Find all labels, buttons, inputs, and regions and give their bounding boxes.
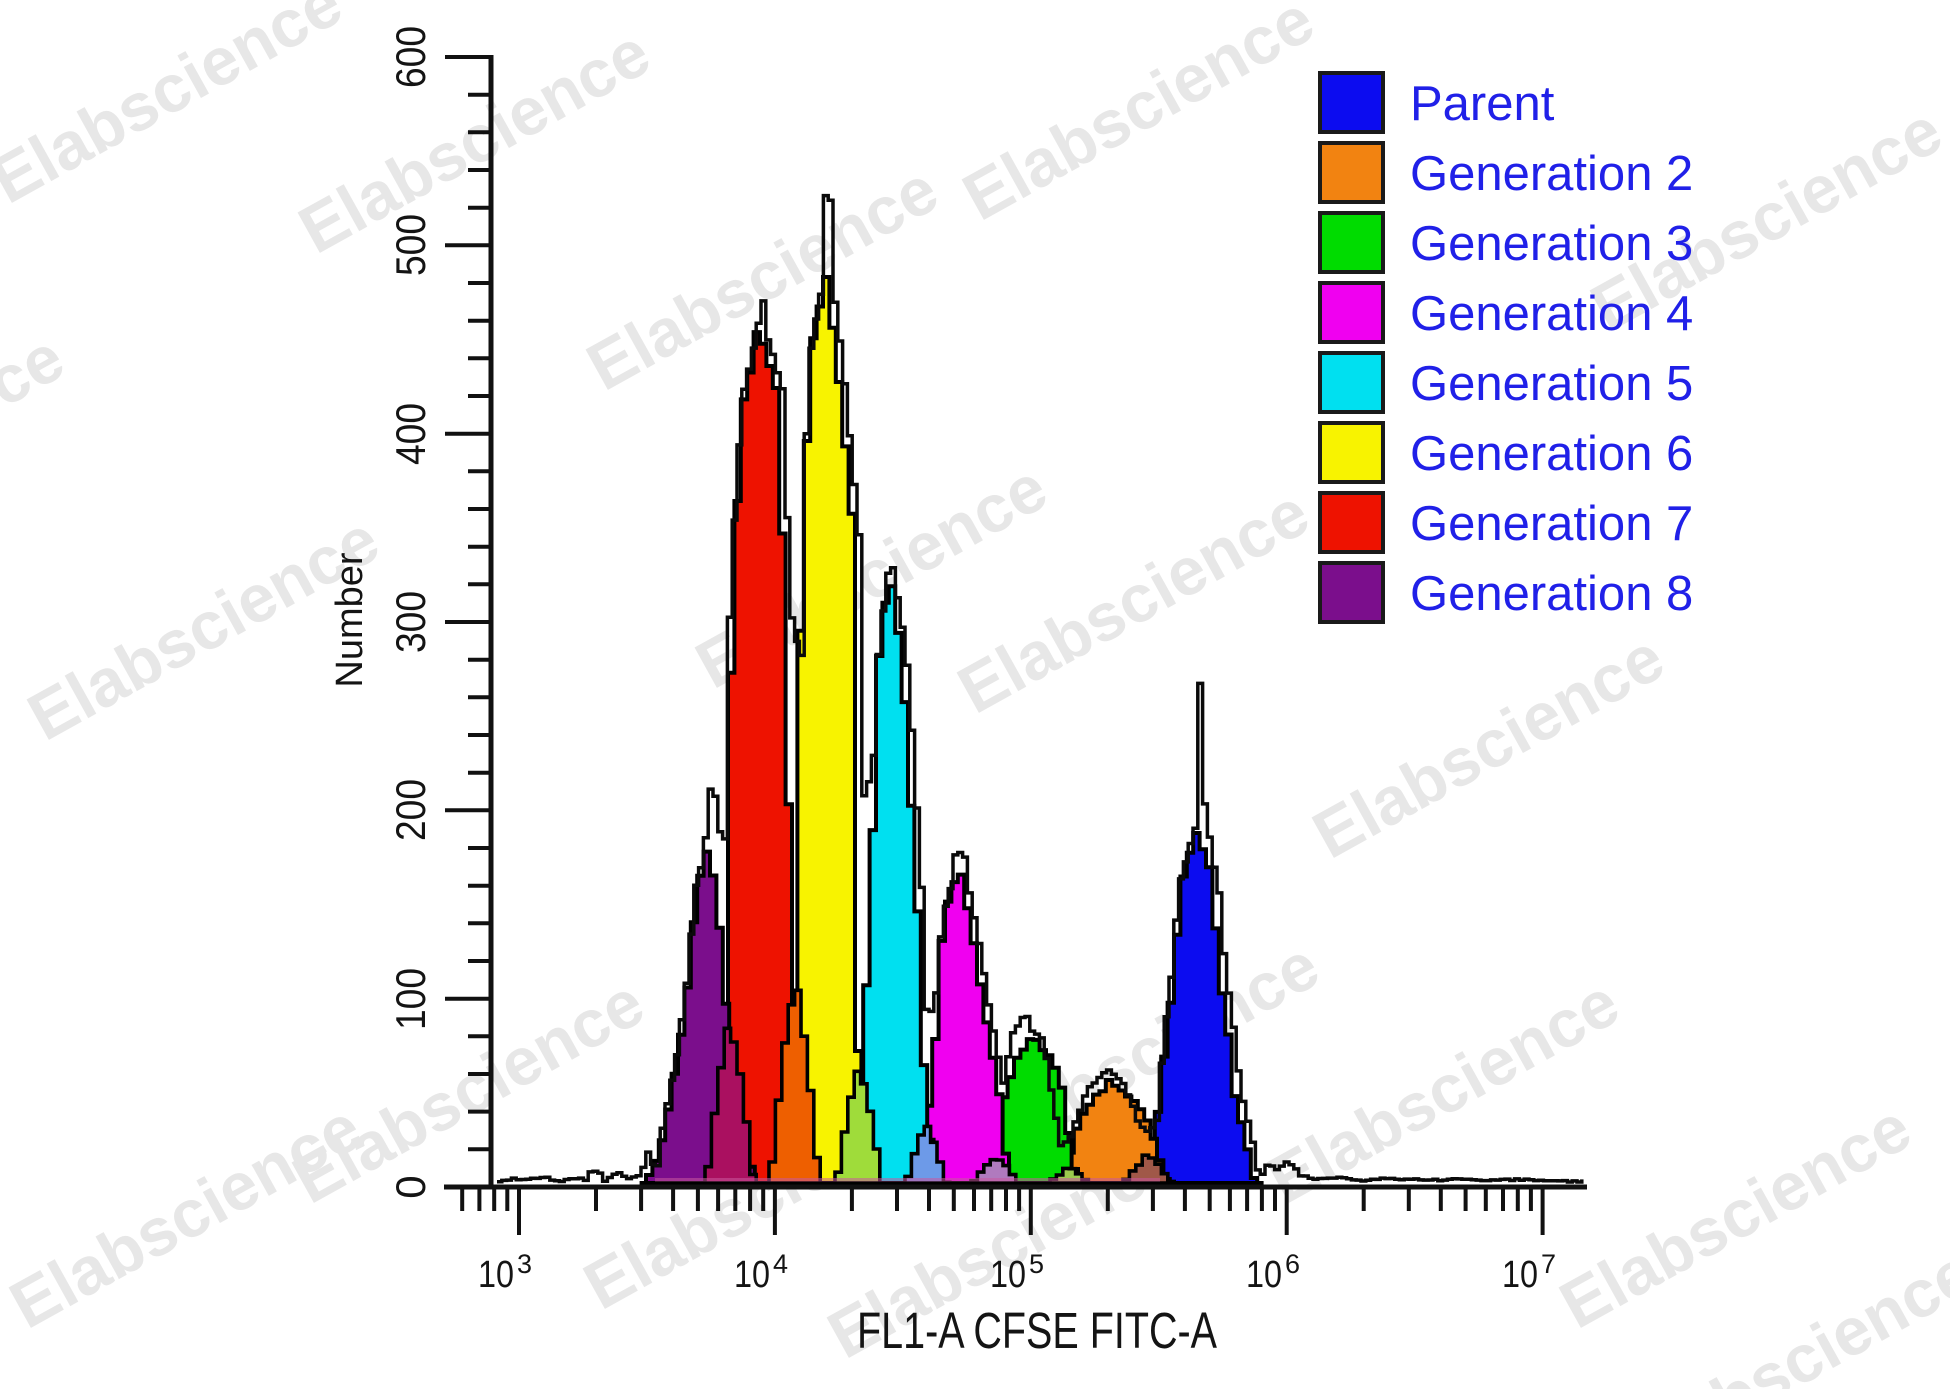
svg-text:Number: Number [329, 552, 371, 687]
svg-text:Generation 5: Generation 5 [1410, 357, 1693, 411]
svg-text:10: 10 [1246, 1254, 1282, 1296]
svg-text:10: 10 [1502, 1254, 1538, 1296]
svg-text:Generation 2: Generation 2 [1410, 147, 1693, 201]
svg-text:6: 6 [1285, 1249, 1300, 1279]
svg-text:100: 100 [387, 968, 434, 1030]
svg-text:Generation 6: Generation 6 [1410, 427, 1693, 481]
svg-text:Generation 8: Generation 8 [1410, 567, 1693, 621]
svg-text:Parent: Parent [1410, 77, 1555, 131]
svg-text:400: 400 [387, 403, 434, 465]
svg-text:FL1-A CFSE FITC-A: FL1-A CFSE FITC-A [857, 1302, 1217, 1359]
svg-text:7: 7 [1541, 1249, 1556, 1279]
svg-text:Generation 3: Generation 3 [1410, 217, 1693, 271]
svg-text:10: 10 [734, 1254, 770, 1296]
svg-text:5: 5 [1029, 1249, 1044, 1279]
svg-text:0: 0 [387, 1175, 434, 1198]
svg-text:10: 10 [990, 1254, 1026, 1296]
svg-text:Generation 4: Generation 4 [1410, 287, 1693, 341]
svg-text:4: 4 [773, 1249, 788, 1279]
svg-text:500: 500 [387, 214, 434, 276]
svg-text:600: 600 [387, 26, 434, 88]
svg-text:10: 10 [478, 1254, 514, 1296]
svg-text:300: 300 [387, 591, 434, 653]
svg-text:Generation 7: Generation 7 [1410, 497, 1693, 551]
svg-text:200: 200 [387, 779, 434, 841]
svg-text:3: 3 [517, 1249, 532, 1279]
